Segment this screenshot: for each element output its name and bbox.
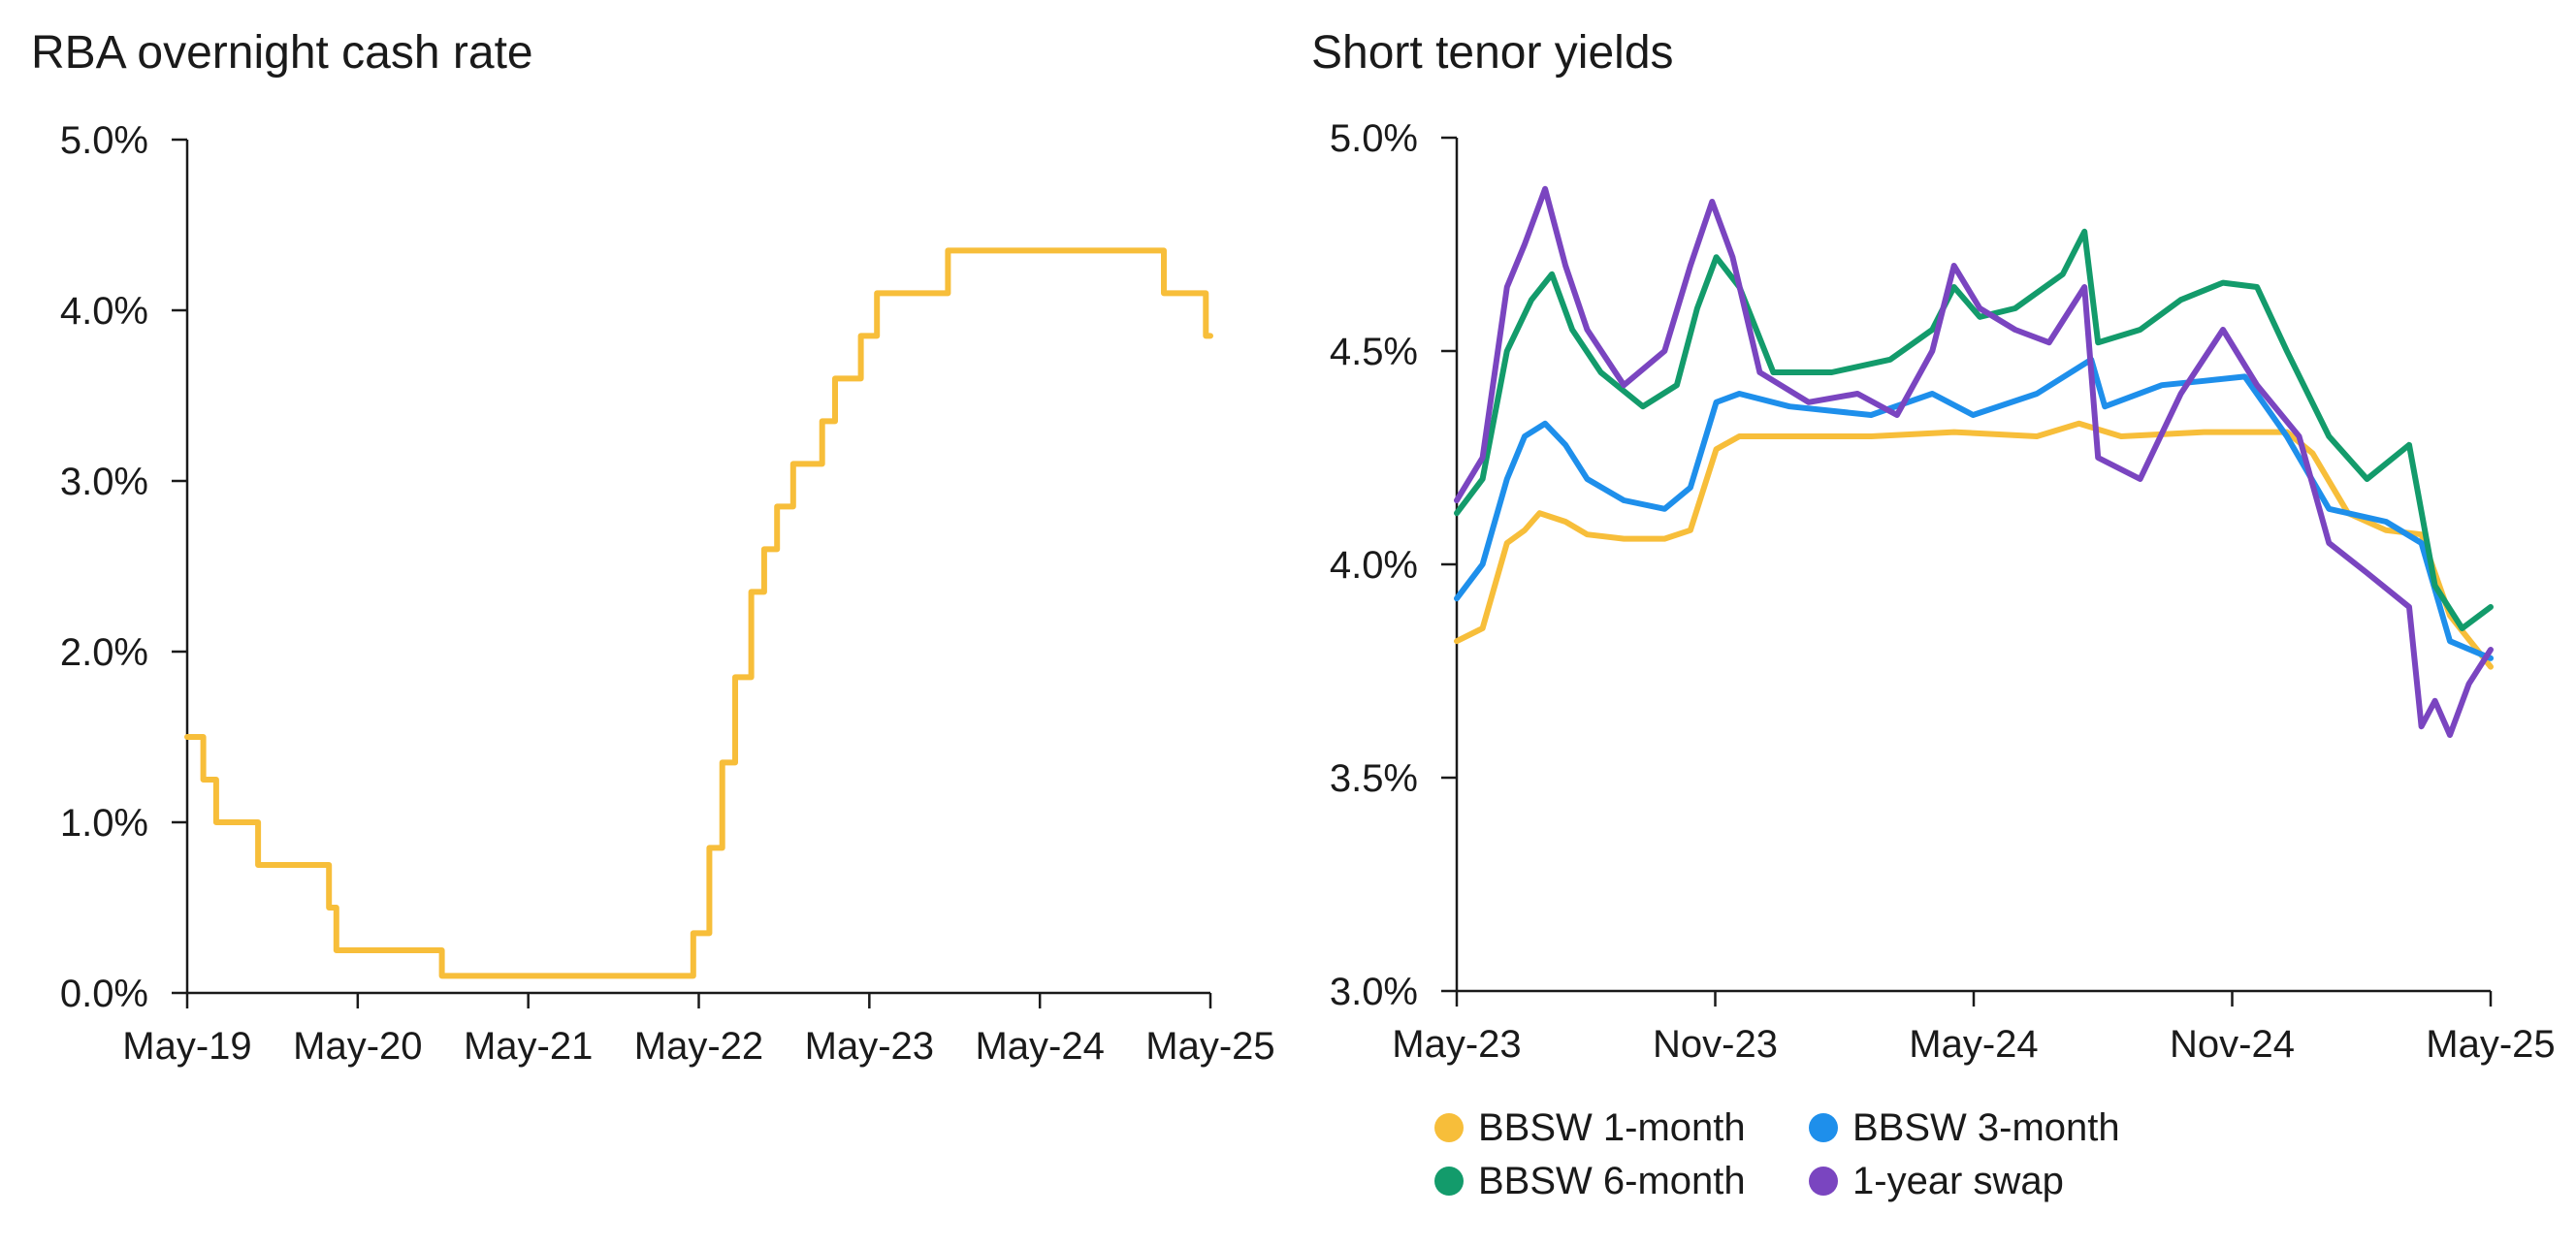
short-tenor-legend: BBSW 1-month BBSW 3-month BBSW 6-month 1-ye… xyxy=(1434,1106,2120,1202)
x-tick-label: May-24 xyxy=(975,1025,1104,1068)
series-line-bbsw-1-month xyxy=(1454,420,2494,670)
x-tick-label: May-25 xyxy=(1145,1025,1274,1068)
legend-label-bbsw-3-month: BBSW 3-month xyxy=(1852,1106,2120,1149)
x-tick-label: May-23 xyxy=(805,1025,934,1068)
short-tenor-y-axis: 3.0% 3.5% 4.0% 4.5% 5.0% xyxy=(1330,117,1459,1013)
short-tenor-plot-area xyxy=(1454,185,2494,738)
series-line-bbsw-6-month xyxy=(1454,228,2494,631)
legend-swatch-bbsw-6-month xyxy=(1434,1167,1464,1196)
x-tick-label: May-25 xyxy=(2426,1023,2555,1066)
y-tick-label: 5.0% xyxy=(1330,117,1418,160)
x-tick-label: May-22 xyxy=(634,1025,763,1068)
cash-rate-chart: RBA overnight cash rate 0.0% 1.0% 2.0% 3.0%… xyxy=(31,27,1275,1068)
x-tick-label: Nov-24 xyxy=(2170,1023,2295,1066)
short-tenor-chart: Short tenor yields 3.0%3.5%4.0%4.5%5.0% … xyxy=(1311,27,2556,1202)
x-tick-label: May-21 xyxy=(464,1025,593,1068)
legend-label-bbsw-6-month: BBSW 6-month xyxy=(1478,1160,1746,1202)
short-tenor-x-axis: May-23 Nov-23 May-24 Nov-24 May-25 xyxy=(1392,989,2556,1066)
legend-label-1-year-swap: 1-year swap xyxy=(1852,1160,2064,1202)
cash-rate-plot-area xyxy=(184,247,1213,979)
short-tenor-chart-title: Short tenor yields xyxy=(1311,27,1674,79)
series-line-bbsw-3-month xyxy=(1454,356,2494,661)
x-tick-label: May-24 xyxy=(1909,1023,2038,1066)
y-tick-label: 2.0% xyxy=(60,631,148,674)
legend-swatch-1-year-swap xyxy=(1809,1167,1838,1196)
x-tick-label: May-23 xyxy=(1392,1023,1521,1066)
cash-rate-y-axis: 0.0% 1.0% 2.0% 3.0% 4.0% 5.0% xyxy=(60,119,189,1015)
series-line-1-year-swap xyxy=(1454,185,2494,738)
x-tick-label: May-20 xyxy=(293,1025,422,1068)
y-tick-label: 4.5% xyxy=(1330,331,1418,373)
y-tick-label: 3.0% xyxy=(1330,971,1418,1013)
cash-rate-chart-title: RBA overnight cash rate xyxy=(31,27,533,79)
legend-swatch-bbsw-1-month xyxy=(1434,1113,1464,1142)
x-tick-label: Nov-23 xyxy=(1653,1023,1778,1066)
legend-swatch-bbsw-3-month xyxy=(1809,1113,1838,1142)
legend-label-bbsw-1-month: BBSW 1-month xyxy=(1478,1106,1746,1149)
y-tick-label: 3.0% xyxy=(60,461,148,503)
y-tick-label: 0.0% xyxy=(60,973,148,1015)
y-tick-label: 1.0% xyxy=(60,802,148,845)
y-tick-label: 4.0% xyxy=(60,290,148,333)
y-tick-label: 5.0% xyxy=(60,119,148,162)
cash-rate-x-axis: May-19 May-20 May-21 May-22 May-23 May-24 May-… xyxy=(122,991,1275,1068)
series-line-cash-rate xyxy=(184,247,1213,979)
x-tick-label: May-19 xyxy=(122,1025,251,1068)
y-tick-label: 3.5% xyxy=(1330,757,1418,800)
y-tick-label: 4.0% xyxy=(1330,544,1418,587)
